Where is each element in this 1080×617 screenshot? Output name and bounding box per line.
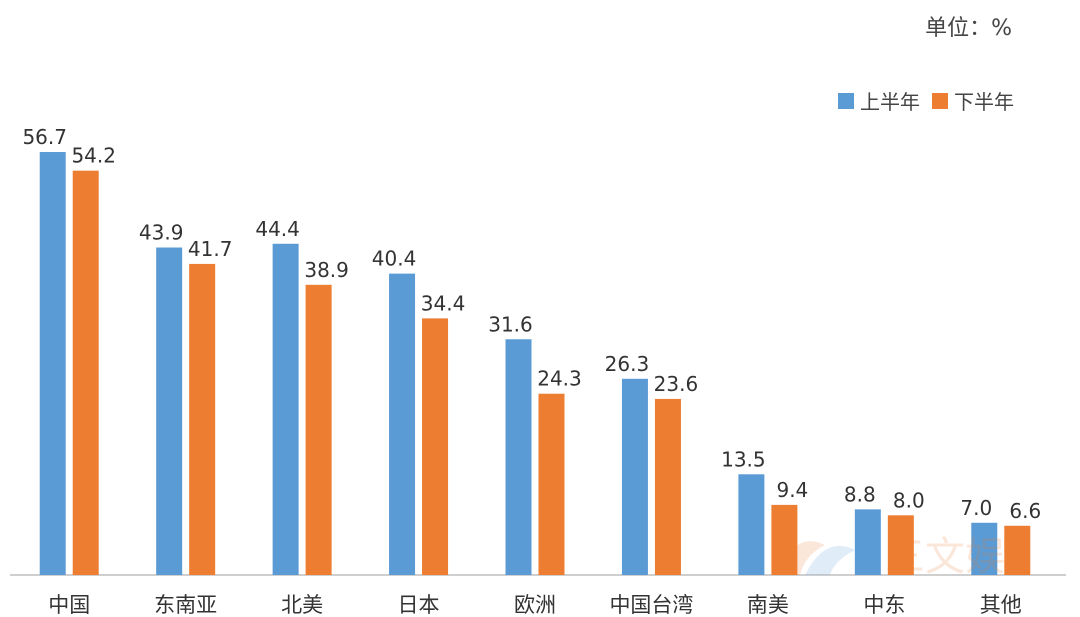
legend-item-lower: 下半年 [932,86,1014,115]
watermark-text: 三文娱 [885,534,1005,580]
data-label-upper-4: 31.6 [488,312,533,336]
bar-lower-8 [1004,525,1031,575]
data-label-lower-2: 38.9 [304,258,349,282]
category-label-7: 中东 [863,593,905,617]
data-label-upper-8: 7.0 [960,496,992,520]
data-label-lower-3: 34.4 [421,291,466,315]
bar-lower-5 [654,398,681,575]
data-label-upper-5: 26.3 [605,352,650,376]
bar-upper-0 [39,152,66,575]
bar-lower-1 [189,263,216,575]
category-label-2: 北美 [281,593,323,617]
data-label-lower-5: 23.6 [654,372,699,396]
legend-label-upper: 上半年 [860,90,920,114]
category-label-0: 中国 [48,593,90,617]
bar-upper-5 [621,378,648,575]
data-label-upper-0: 56.7 [22,125,67,149]
legend-item-upper: 上半年 [838,86,920,115]
data-label-upper-6: 13.5 [721,447,766,471]
watermark-logo-icon [775,541,855,575]
data-label-lower-8: 6.6 [1009,499,1041,523]
category-label-1: 东南亚 [154,593,217,617]
data-label-lower-1: 41.7 [188,237,233,261]
data-label-lower-7: 8.0 [893,488,925,512]
watermark: 三文娱 [775,534,1005,580]
data-label-lower-6: 9.4 [776,478,808,502]
legend: 上半年 下半年 [838,86,1026,115]
bar-lower-7 [887,515,914,575]
bar-upper-1 [156,247,183,576]
bar-lower-3 [422,318,449,575]
legend-label-lower: 下半年 [954,90,1014,114]
category-label-4: 欧洲 [514,593,556,617]
bar-upper-7 [854,509,881,575]
bar-lower-0 [72,170,99,575]
unit-label: 单位：% [925,16,1012,41]
bar-lower-6 [771,504,798,575]
bar-upper-2 [272,243,299,575]
data-label-upper-7: 8.8 [844,482,876,506]
bar-upper-3 [389,273,416,575]
data-label-lower-0: 54.2 [71,144,116,168]
bar-upper-8 [971,522,998,575]
bar-lower-2 [305,284,332,575]
bar-upper-6 [738,474,765,575]
category-label-3: 日本 [398,593,440,617]
bar-lower-4 [538,393,565,575]
legend-swatch-lower [932,92,948,109]
data-label-lower-4: 24.3 [537,367,582,391]
category-label-8: 其他 [980,593,1022,617]
category-label-6: 南美 [747,593,789,617]
data-label-upper-3: 40.4 [372,247,417,271]
data-label-upper-2: 44.4 [255,217,300,241]
legend-swatch-upper [838,92,854,109]
category-label-5: 中国台湾 [609,593,693,617]
bar-upper-4 [505,339,532,575]
data-label-upper-1: 43.9 [139,221,184,245]
